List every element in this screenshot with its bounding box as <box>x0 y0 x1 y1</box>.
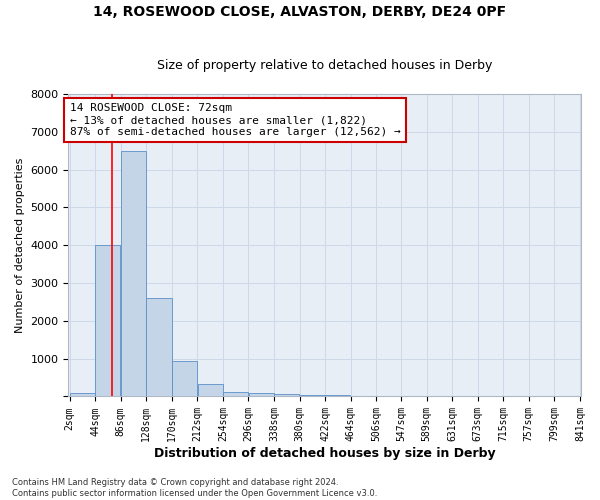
Bar <box>121 150 146 396</box>
Y-axis label: Number of detached properties: Number of detached properties <box>15 158 25 333</box>
Title: Size of property relative to detached houses in Derby: Size of property relative to detached ho… <box>157 59 493 72</box>
Bar <box>172 360 197 396</box>
Bar <box>274 394 299 396</box>
Bar <box>197 384 223 396</box>
Text: Contains HM Land Registry data © Crown copyright and database right 2024.
Contai: Contains HM Land Registry data © Crown c… <box>12 478 377 498</box>
Bar <box>95 245 121 396</box>
Bar <box>70 392 95 396</box>
X-axis label: Distribution of detached houses by size in Derby: Distribution of detached houses by size … <box>154 447 496 460</box>
Bar <box>248 393 274 396</box>
Text: 14 ROSEWOOD CLOSE: 72sqm
← 13% of detached houses are smaller (1,822)
87% of sem: 14 ROSEWOOD CLOSE: 72sqm ← 13% of detach… <box>70 104 400 136</box>
Bar <box>223 392 248 396</box>
Text: 14, ROSEWOOD CLOSE, ALVASTON, DERBY, DE24 0PF: 14, ROSEWOOD CLOSE, ALVASTON, DERBY, DE2… <box>94 5 506 19</box>
Bar <box>146 298 172 396</box>
Bar <box>300 394 325 396</box>
